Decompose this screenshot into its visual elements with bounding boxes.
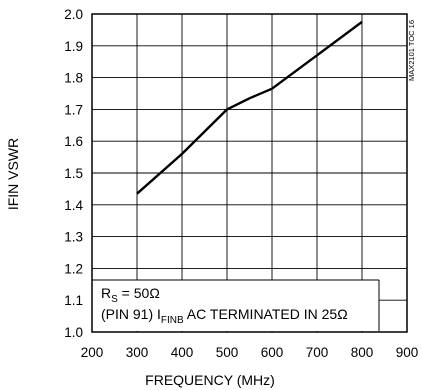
y-tick-label-6: 1.6 (64, 134, 83, 149)
y-tick-label-2: 1.2 (64, 261, 83, 276)
y-tick-label-10: 2.0 (64, 7, 83, 22)
annotation-line-1: RS = 50Ω (101, 285, 160, 305)
x-tick-label-5: 700 (306, 345, 329, 360)
annotation-line-2: (PIN 91) IFINB AC TERMINATED IN 25Ω (101, 306, 348, 326)
y-tick-label-1: 1.1 (64, 293, 83, 308)
y-axis-title: IFIN VSWR (5, 138, 21, 210)
x-tick-label-0: 200 (81, 345, 104, 360)
y-tick-label-7: 1.7 (64, 102, 83, 117)
x-axis-title: FREQUENCY (MHz) (145, 372, 275, 388)
x-tick-label-7: 900 (396, 345, 419, 360)
vswr-curve-0 (136, 20, 363, 195)
y-tick-label-0: 1.0 (64, 325, 83, 340)
x-tick-label-3: 500 (216, 345, 239, 360)
y-tick-labels: 1.0 1.1 1.2 1.3 1.4 1.5 1.6 1.7 1.8 1.9 2.0 (64, 7, 83, 340)
x-tick-label-4: 600 (261, 345, 284, 360)
y-tick-label-5: 1.5 (64, 166, 83, 181)
x-tick-label-1: 300 (126, 345, 149, 360)
y-tick-label-9: 1.9 (64, 39, 83, 54)
figure-id: MAX2101 TOC 16 (407, 20, 416, 81)
grid (92, 14, 407, 332)
x-tick-label-2: 400 (171, 345, 194, 360)
y-tick-label-4: 1.4 (64, 198, 83, 213)
curve-group (136, 20, 363, 195)
plot-frame (91, 13, 408, 333)
y-tick-label-8: 1.8 (64, 71, 83, 86)
y-tick-label-3: 1.3 (64, 230, 83, 245)
annotation-box (92, 280, 379, 331)
x-tick-labels: 200 300 400 500 600 700 800 900 (81, 345, 419, 360)
x-tick-label-6: 800 (351, 345, 374, 360)
